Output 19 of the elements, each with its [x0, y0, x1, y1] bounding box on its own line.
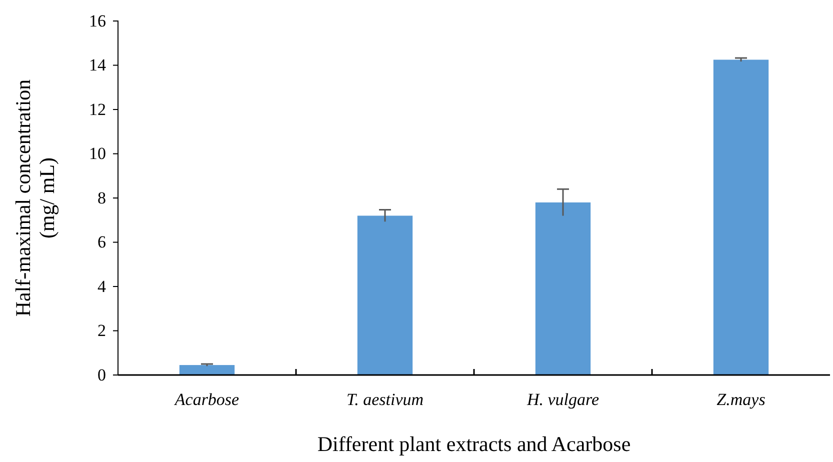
- y-tick-label: 14: [89, 56, 106, 75]
- y-tick-label: 8: [98, 188, 106, 208]
- y-tick-label: 12: [89, 100, 106, 119]
- y-tick-label: 0: [98, 365, 106, 384]
- y-tick-label: 4: [98, 276, 106, 296]
- bar: [179, 365, 235, 375]
- x-tick-label: H. vulgare: [526, 390, 600, 410]
- x-axis-title: Different plant extracts and Acarbose: [317, 432, 631, 456]
- bar: [535, 202, 591, 375]
- x-tick-label: T. aestivum: [346, 390, 424, 410]
- x-tick-label: Acarbose: [174, 390, 240, 410]
- y-tick-label: 10: [89, 144, 106, 164]
- y-tick-label: 6: [98, 232, 106, 252]
- y-tick-label: 16: [89, 11, 106, 30]
- bar: [357, 216, 413, 375]
- x-tick-label: Z.mays: [716, 390, 766, 410]
- y-axis-title: Half-maximal concentration (mg/ mL): [11, 78, 60, 317]
- y-tick-label: 2: [98, 321, 106, 340]
- bar: [713, 60, 769, 375]
